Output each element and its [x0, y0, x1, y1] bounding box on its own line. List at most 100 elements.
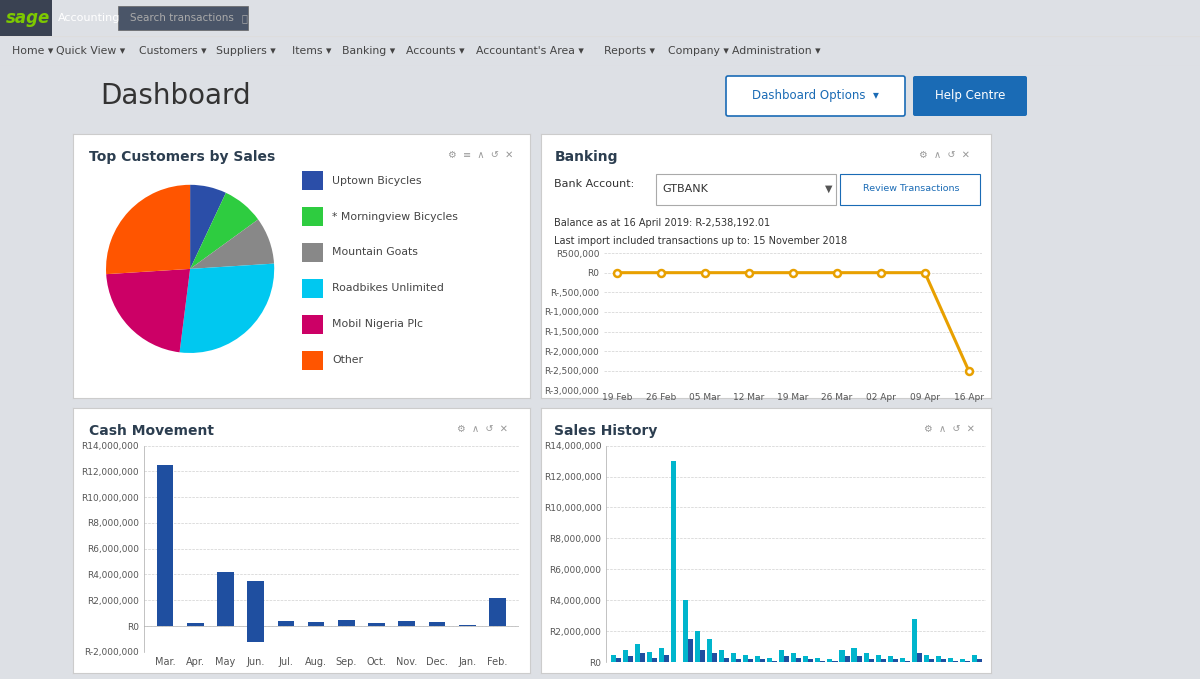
- Bar: [948, 658, 953, 663]
- Bar: [688, 639, 694, 663]
- Text: ⚙  ∧  ↺  ✕: ⚙ ∧ ↺ ✕: [457, 424, 508, 435]
- Bar: [977, 659, 982, 663]
- Wedge shape: [106, 269, 190, 352]
- Bar: [338, 620, 355, 626]
- Bar: [828, 659, 833, 663]
- Bar: [929, 659, 934, 663]
- Bar: [767, 658, 773, 663]
- Bar: [157, 465, 173, 626]
- Bar: [490, 598, 505, 626]
- Bar: [779, 650, 785, 663]
- Wedge shape: [106, 185, 190, 274]
- Bar: [719, 650, 724, 663]
- Text: Dashboard: Dashboard: [100, 82, 251, 110]
- Text: sage: sage: [6, 9, 50, 27]
- Bar: [277, 621, 294, 626]
- Bar: [635, 644, 640, 663]
- Bar: [960, 659, 965, 663]
- Bar: [217, 572, 234, 626]
- Bar: [731, 653, 737, 663]
- Text: Other: Other: [332, 355, 364, 365]
- Bar: [833, 661, 838, 663]
- Text: Top Customers by Sales: Top Customers by Sales: [89, 150, 275, 164]
- Bar: [712, 653, 718, 663]
- Text: * Morningview Bicycles: * Morningview Bicycles: [332, 212, 458, 221]
- Bar: [821, 661, 826, 663]
- Text: Balance as at 16 April 2019: R-2,538,192.01: Balance as at 16 April 2019: R-2,538,192…: [554, 217, 770, 227]
- Bar: [803, 656, 809, 663]
- Bar: [664, 655, 670, 663]
- Text: Last import included transactions up to: 15 November 2018: Last import included transactions up to:…: [554, 236, 847, 246]
- Text: Accounts ▾: Accounts ▾: [406, 46, 464, 56]
- Bar: [616, 658, 620, 663]
- Text: Items ▾: Items ▾: [292, 46, 331, 56]
- Bar: [912, 619, 917, 663]
- Bar: [840, 650, 845, 663]
- Bar: [972, 655, 977, 663]
- Text: Customers ▾: Customers ▾: [139, 46, 206, 56]
- FancyBboxPatch shape: [726, 76, 905, 116]
- Bar: [301, 279, 324, 298]
- Text: ⚙  ∧  ↺  ✕: ⚙ ∧ ↺ ✕: [924, 424, 974, 435]
- Text: Administration ▾: Administration ▾: [732, 46, 820, 56]
- Bar: [368, 623, 385, 626]
- Bar: [301, 243, 324, 262]
- Text: Quick View ▾: Quick View ▾: [56, 46, 125, 56]
- Bar: [652, 658, 658, 663]
- Text: Suppliers ▾: Suppliers ▾: [216, 46, 275, 56]
- Text: Bank Account:: Bank Account:: [554, 179, 635, 189]
- Text: Dashboard Options  ▾: Dashboard Options ▾: [752, 90, 878, 103]
- Text: Cash Movement: Cash Movement: [89, 424, 214, 439]
- Bar: [301, 207, 324, 226]
- Bar: [640, 653, 644, 663]
- Bar: [852, 648, 857, 663]
- Bar: [301, 351, 324, 370]
- Text: Roadbikes Unlimited: Roadbikes Unlimited: [332, 283, 444, 293]
- Bar: [815, 658, 821, 663]
- Bar: [458, 625, 475, 626]
- Bar: [869, 659, 874, 663]
- Wedge shape: [190, 219, 274, 269]
- Bar: [773, 661, 778, 663]
- Text: Home ▾: Home ▾: [12, 46, 53, 56]
- Bar: [623, 650, 628, 663]
- Bar: [785, 656, 790, 663]
- Wedge shape: [180, 263, 274, 353]
- Bar: [791, 653, 797, 663]
- Bar: [118, 6, 248, 30]
- FancyBboxPatch shape: [840, 174, 979, 206]
- FancyBboxPatch shape: [655, 174, 835, 206]
- Bar: [749, 659, 754, 663]
- Bar: [876, 655, 881, 663]
- Text: Mountain Goats: Mountain Goats: [332, 248, 418, 257]
- Text: Company ▾: Company ▾: [668, 46, 728, 56]
- Bar: [888, 656, 893, 663]
- Bar: [428, 622, 445, 626]
- Text: 🔍: 🔍: [242, 13, 248, 23]
- Text: GTBANK: GTBANK: [662, 184, 708, 194]
- Bar: [893, 659, 898, 663]
- Bar: [900, 658, 905, 663]
- Bar: [761, 659, 766, 663]
- Bar: [611, 655, 616, 663]
- Bar: [737, 659, 742, 663]
- Bar: [187, 623, 204, 626]
- Bar: [683, 600, 688, 663]
- Bar: [247, 581, 264, 626]
- Text: Uptown Bicycles: Uptown Bicycles: [332, 176, 421, 185]
- Bar: [695, 631, 700, 663]
- Text: ⚙  ∧  ↺  ✕: ⚙ ∧ ↺ ✕: [919, 150, 970, 160]
- Bar: [301, 315, 324, 334]
- Text: Review Transactions: Review Transactions: [863, 184, 959, 194]
- Bar: [0, 0, 52, 36]
- Bar: [707, 639, 712, 663]
- Text: ▼: ▼: [824, 184, 832, 194]
- Bar: [743, 655, 749, 663]
- Text: Accounting: Accounting: [58, 13, 120, 23]
- Text: ⚙  ≡  ∧  ↺  ✕: ⚙ ≡ ∧ ↺ ✕: [448, 150, 512, 160]
- Bar: [845, 656, 850, 663]
- Text: Banking: Banking: [554, 150, 618, 164]
- Wedge shape: [190, 185, 226, 269]
- Text: Reports ▾: Reports ▾: [605, 46, 655, 56]
- Bar: [797, 658, 802, 663]
